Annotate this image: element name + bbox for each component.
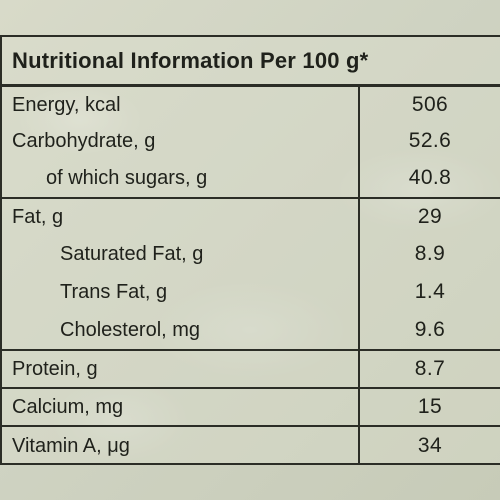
table-row-fat: Fat, g 29 [0, 199, 500, 235]
table-row-energy: Energy, kcal 506 [0, 87, 500, 123]
nutrient-value: 15 [417, 395, 443, 418]
nutrition-table: Nutritional Information Per 100 g* Energ… [0, 35, 500, 465]
nutrient-name: Saturated Fat, g [0, 235, 360, 273]
nutrient-name: Trans Fat, g [0, 273, 360, 311]
nutrient-value: 9.6 [414, 318, 446, 341]
nutrient-name: Vitamin A, μg [0, 427, 360, 465]
table-left-border [0, 35, 2, 465]
table-title: Nutritional Information Per 100 g* [12, 48, 369, 73]
table-row-cholesterol: Cholesterol, mg 9.6 [0, 311, 500, 351]
table-row-calcium: Calcium, mg 15 [0, 389, 500, 427]
table-row-saturated-fat: Saturated Fat, g 8.9 [0, 235, 500, 273]
nutrient-name: Calcium, mg [0, 389, 360, 425]
table-row-protein: Protein, g 8.7 [0, 351, 500, 389]
nutrient-name: Protein, g [0, 351, 360, 387]
table-row-vitamin-a: Vitamin A, μg 34 [0, 427, 500, 465]
nutrient-name: Energy, kcal [0, 87, 360, 123]
nutrient-name: Fat, g [0, 199, 360, 235]
table-row-carbohydrate: Carbohydrate, g 52.6 [0, 123, 500, 159]
nutrient-value: 52.6 [408, 129, 452, 152]
nutrient-value: 506 [411, 93, 449, 116]
nutrient-value: 8.7 [414, 357, 446, 380]
nutrient-value: 34 [417, 434, 443, 457]
table-row-trans-fat: Trans Fat, g 1.4 [0, 273, 500, 311]
nutrient-value: 40.8 [408, 166, 452, 189]
nutrient-name: of which sugars, g [0, 159, 360, 197]
nutrient-name: Cholesterol, mg [0, 311, 360, 349]
nutrient-name: Carbohydrate, g [0, 123, 360, 159]
table-header: Nutritional Information Per 100 g* [0, 37, 500, 87]
table-row-sugars: of which sugars, g 40.8 [0, 159, 500, 199]
nutrient-value: 29 [417, 205, 443, 228]
nutrient-value: 8.9 [414, 242, 446, 265]
nutrient-value: 1.4 [414, 280, 446, 303]
